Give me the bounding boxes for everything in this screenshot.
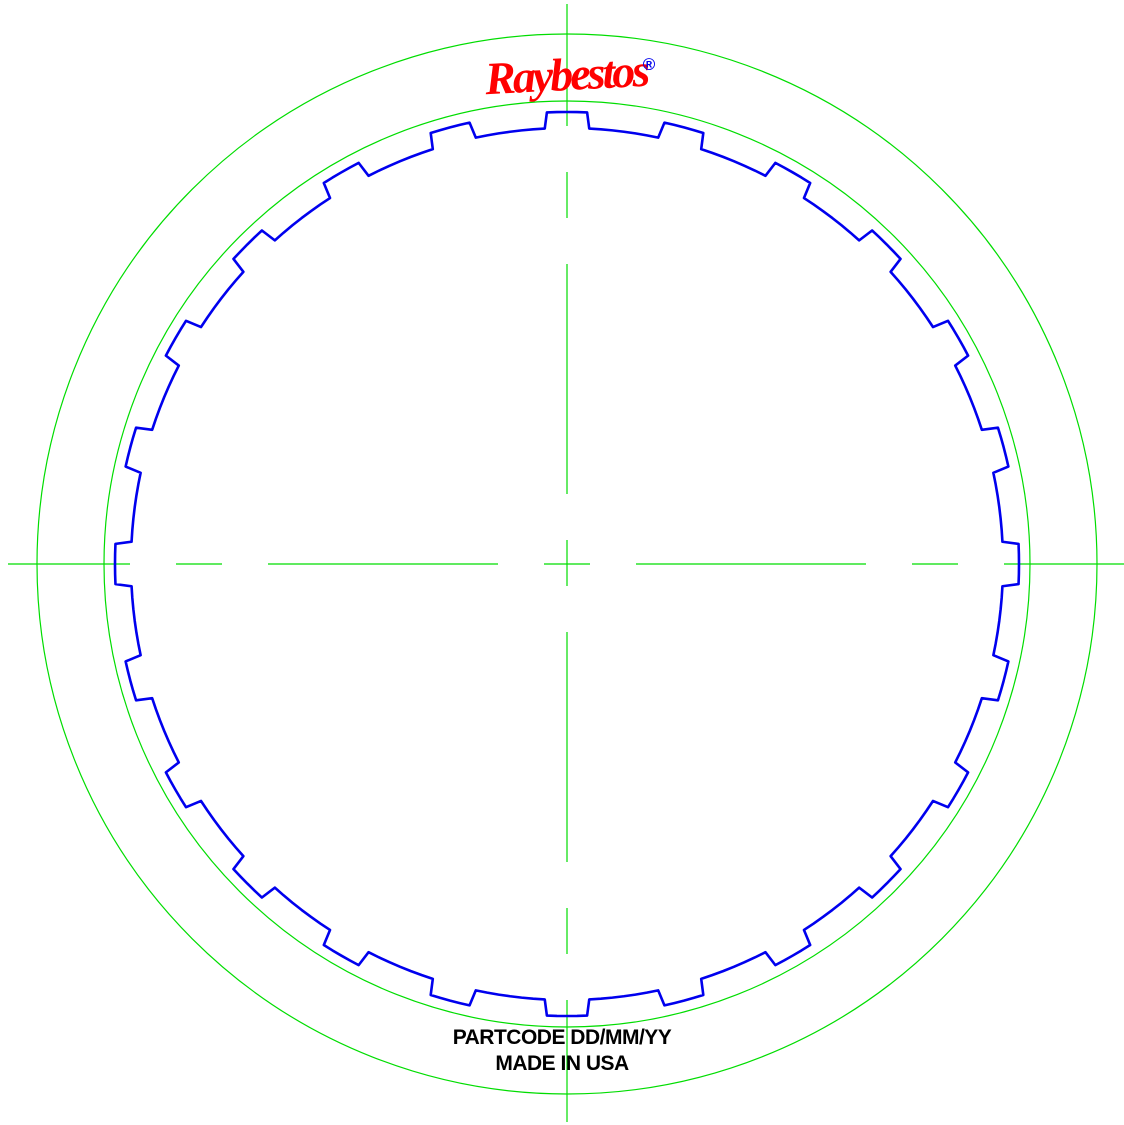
registered-trademark-icon: ® xyxy=(643,55,656,74)
logo-wordmark: Raybestos xyxy=(483,45,651,105)
raybestos-logo: Raybestos ® xyxy=(483,45,656,105)
partcode-stamp: PARTCODE DD/MM/YY xyxy=(452,1026,672,1049)
plate-tooth-profile xyxy=(113,110,1021,1018)
origin-stamp: MADE IN USA xyxy=(495,1052,629,1075)
centerlines xyxy=(8,4,1124,1122)
